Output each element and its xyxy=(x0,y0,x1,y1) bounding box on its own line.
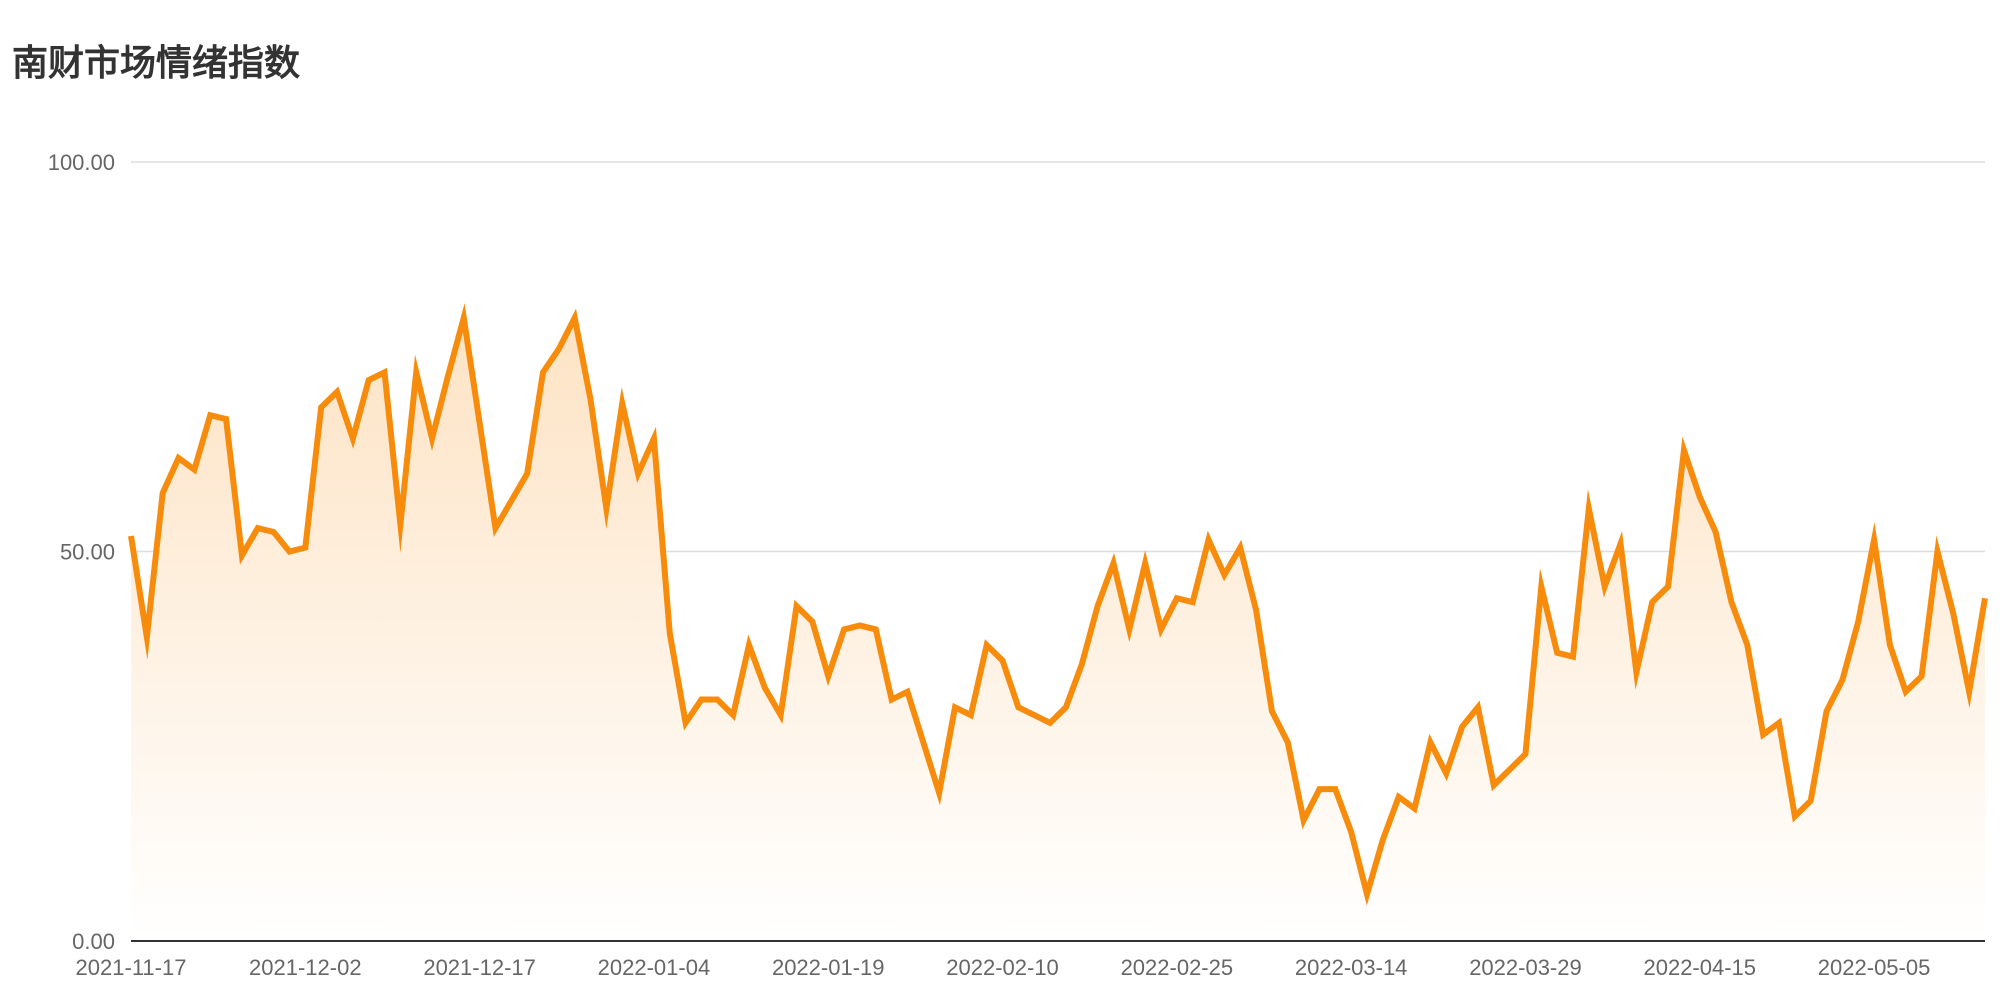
y-axis-tick-labels: 0.00 50.00 100.00 xyxy=(48,150,115,954)
x-tick-label: 2022-04-15 xyxy=(1643,955,1756,980)
y-tick-label: 50.00 xyxy=(60,540,115,565)
x-tick-label: 2022-02-25 xyxy=(1121,955,1234,980)
x-tick-label: 2021-11-17 xyxy=(76,955,187,980)
series-line xyxy=(128,303,1988,906)
area-fill xyxy=(131,317,1985,941)
x-tick-label: 2022-01-04 xyxy=(598,955,711,980)
x-tick-label: 2021-12-17 xyxy=(423,955,536,980)
series-line-layer xyxy=(128,303,1988,906)
y-tick-label: 0.00 xyxy=(72,929,115,954)
x-tick-label: 2022-05-05 xyxy=(1818,955,1931,980)
x-tick-label: 2022-01-19 xyxy=(772,955,885,980)
x-axis-tick-labels: 2021-11-17 2021-12-02 2021-12-17 2022-01-04… xyxy=(76,955,1931,980)
x-tick-label: 2022-03-29 xyxy=(1469,955,1582,980)
x-tick-label: 2021-12-02 xyxy=(249,955,362,980)
y-tick-label: 100.00 xyxy=(48,150,115,175)
x-tick-label: 2022-03-14 xyxy=(1295,955,1408,980)
area-fill-layer xyxy=(131,317,1985,941)
chart-title: 南财市场情绪指数 xyxy=(12,43,301,84)
x-tick-label: 2022-02-10 xyxy=(946,955,1059,980)
